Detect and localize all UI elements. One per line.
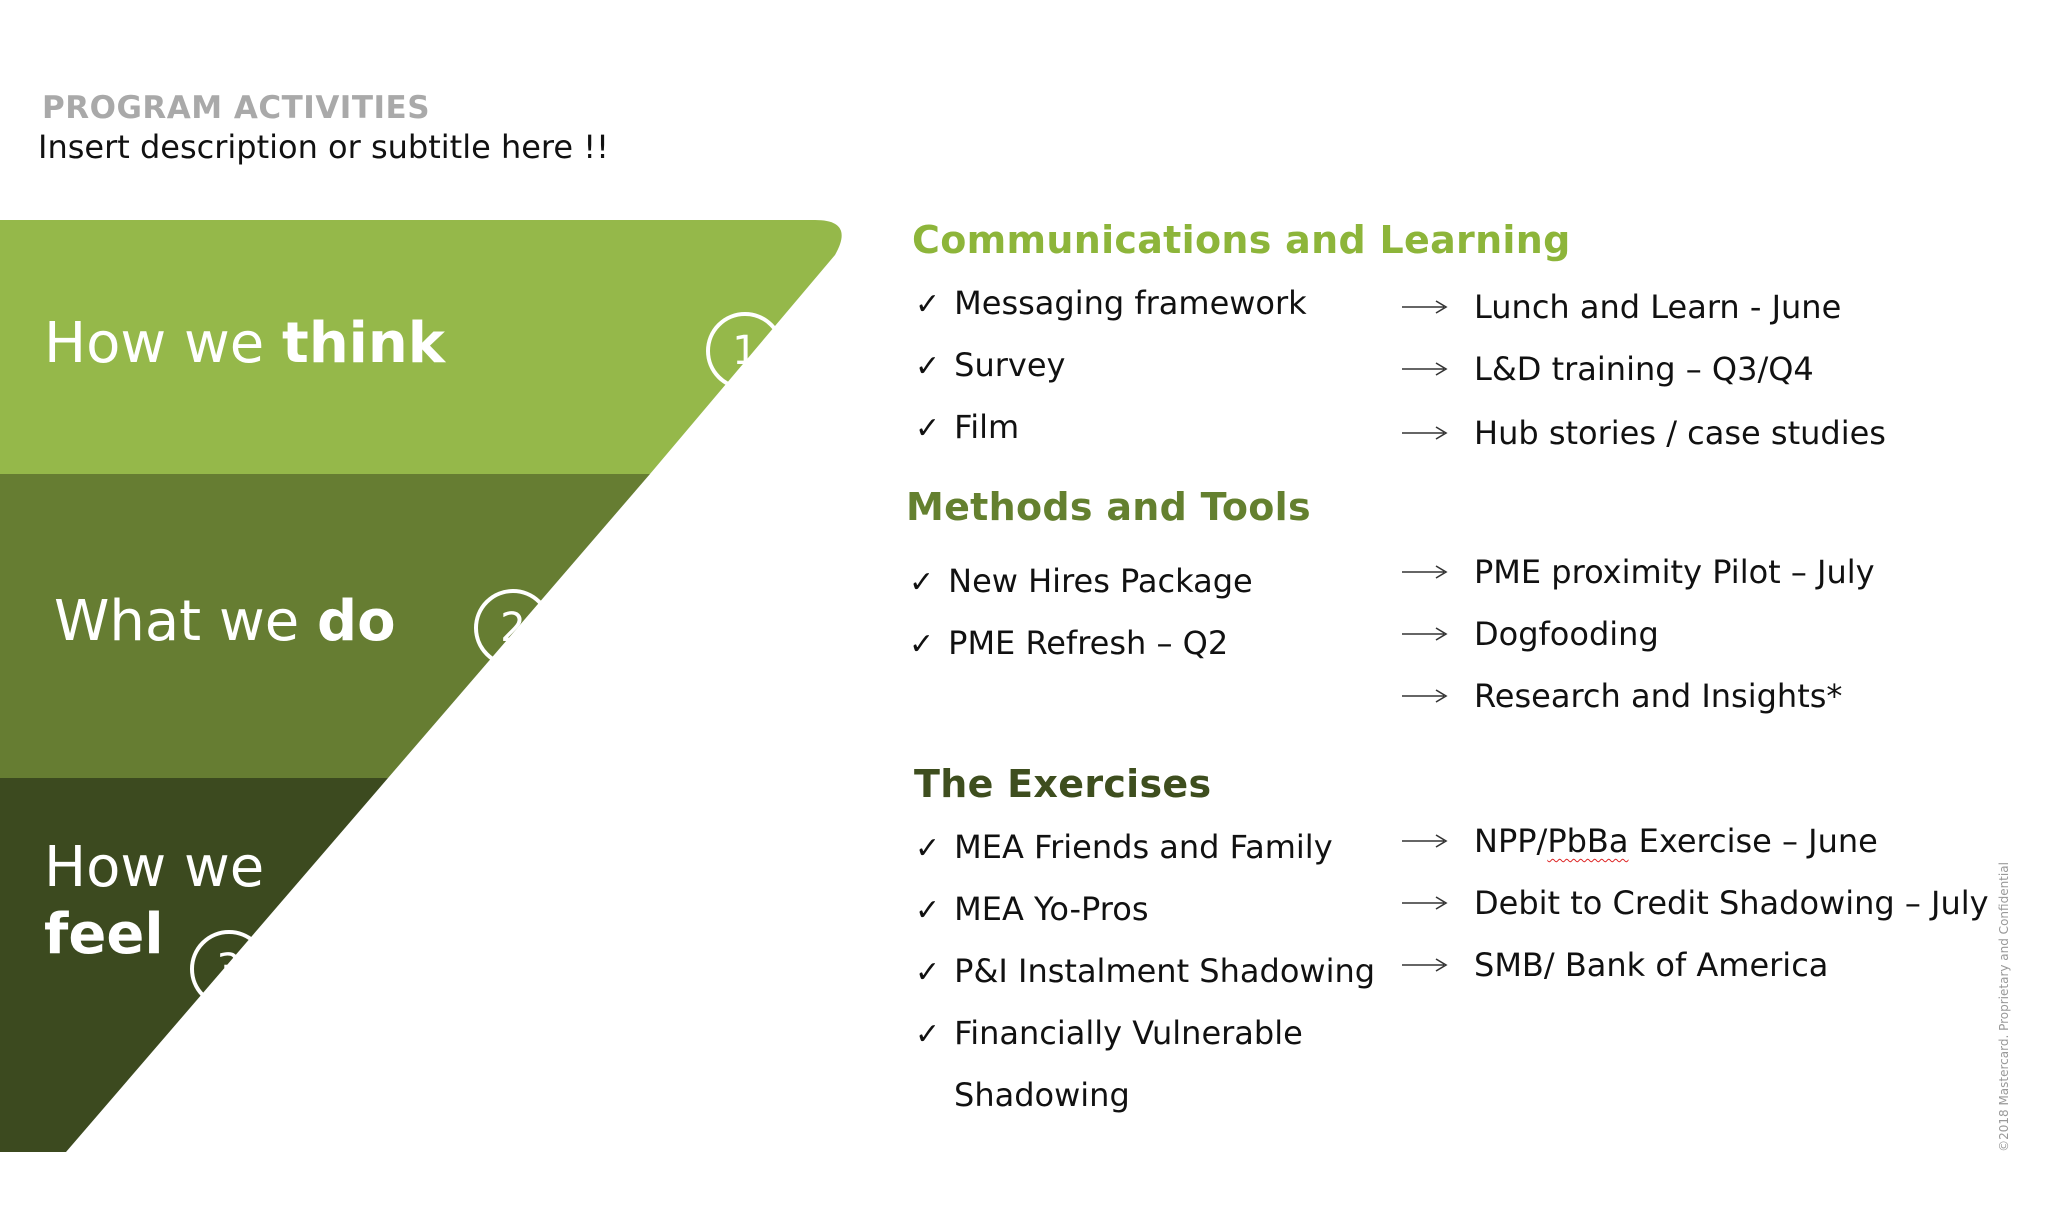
long-arrow-right-icon	[1402, 362, 1448, 376]
next-item: Debit to Credit Shadowing – July	[1402, 884, 1989, 922]
next-item: Hub stories / case studies	[1402, 414, 1886, 452]
done-item: ✓ Messaging framework	[915, 284, 1307, 322]
section-title-exercises: The Exercises	[914, 762, 1212, 806]
next-item: SMB/ Bank of America	[1402, 946, 1828, 984]
checkmark-icon: ✓	[915, 955, 941, 990]
page-subtitle: Insert description or subtitle here !!	[38, 128, 609, 166]
done-item: ✓ MEA Yo-Pros	[915, 890, 1149, 928]
long-arrow-right-icon	[1402, 627, 1448, 641]
checkmark-icon: ✓	[915, 831, 941, 866]
spellcheck-marked-word: PbBa	[1547, 822, 1629, 860]
stage-label-think: How we think	[44, 310, 445, 377]
funnel-stage-think	[0, 220, 842, 474]
done-item-continuation: Shadowing	[954, 1076, 1130, 1114]
checkmark-icon: ✓	[915, 1017, 941, 1052]
copyright-note: ©2018 Mastercard. Proprietary and Confid…	[1997, 862, 2011, 1152]
stage-label-prefix: How we	[44, 311, 265, 376]
next-item: Research and Insights*	[1402, 677, 1842, 715]
checkmark-icon: ✓	[915, 287, 941, 322]
checkmark-icon: ✓	[915, 349, 941, 384]
stage-label-do: What we do	[54, 588, 396, 655]
long-arrow-right-icon	[1402, 426, 1448, 440]
stage-label-bold: think	[282, 311, 445, 376]
done-item: ✓ New Hires Package	[909, 562, 1253, 600]
next-item: NPP/PbBa Exercise – June	[1402, 822, 1878, 860]
funnel-graphic	[0, 220, 842, 1152]
page-kicker: PROGRAM ACTIVITIES	[42, 90, 431, 126]
stage-number-1: 1	[706, 312, 784, 390]
done-item: ✓ PME Refresh – Q2	[909, 624, 1229, 662]
stage-number-3: 3	[190, 930, 268, 1008]
next-item: Lunch and Learn - June	[1402, 288, 1841, 326]
next-item: Dogfooding	[1402, 615, 1659, 653]
long-arrow-right-icon	[1402, 834, 1448, 848]
stage-label-feel: How we feel	[44, 834, 264, 968]
done-item: ✓ Survey	[915, 346, 1066, 384]
checkmark-icon: ✓	[915, 893, 941, 928]
done-item: ✓ Financially Vulnerable	[915, 1014, 1303, 1052]
done-item: ✓ Film	[915, 408, 1020, 446]
funnel-stage-do	[0, 474, 650, 778]
done-item: ✓ MEA Friends and Family	[915, 828, 1333, 866]
next-item: PME proximity Pilot – July	[1402, 553, 1875, 591]
long-arrow-right-icon	[1402, 565, 1448, 579]
checkmark-icon: ✓	[915, 411, 941, 446]
long-arrow-right-icon	[1402, 958, 1448, 972]
checkmark-icon: ✓	[909, 627, 935, 662]
stage-label-bold: do	[317, 589, 396, 654]
stage-label-prefix: What we	[54, 589, 300, 654]
next-item: L&D training – Q3/Q4	[1402, 350, 1814, 388]
checkmark-icon: ✓	[909, 565, 935, 600]
long-arrow-right-icon	[1402, 689, 1448, 703]
stage-number-2: 2	[474, 589, 552, 667]
section-title-communications: Communications and Learning	[912, 218, 1571, 262]
long-arrow-right-icon	[1402, 896, 1448, 910]
section-title-methods: Methods and Tools	[906, 485, 1311, 529]
stage-label-bold: feel	[44, 902, 164, 968]
stage-label-prefix: How we	[44, 835, 265, 900]
done-item: ✓ P&I Instalment Shadowing	[915, 952, 1376, 990]
long-arrow-right-icon	[1402, 300, 1448, 314]
